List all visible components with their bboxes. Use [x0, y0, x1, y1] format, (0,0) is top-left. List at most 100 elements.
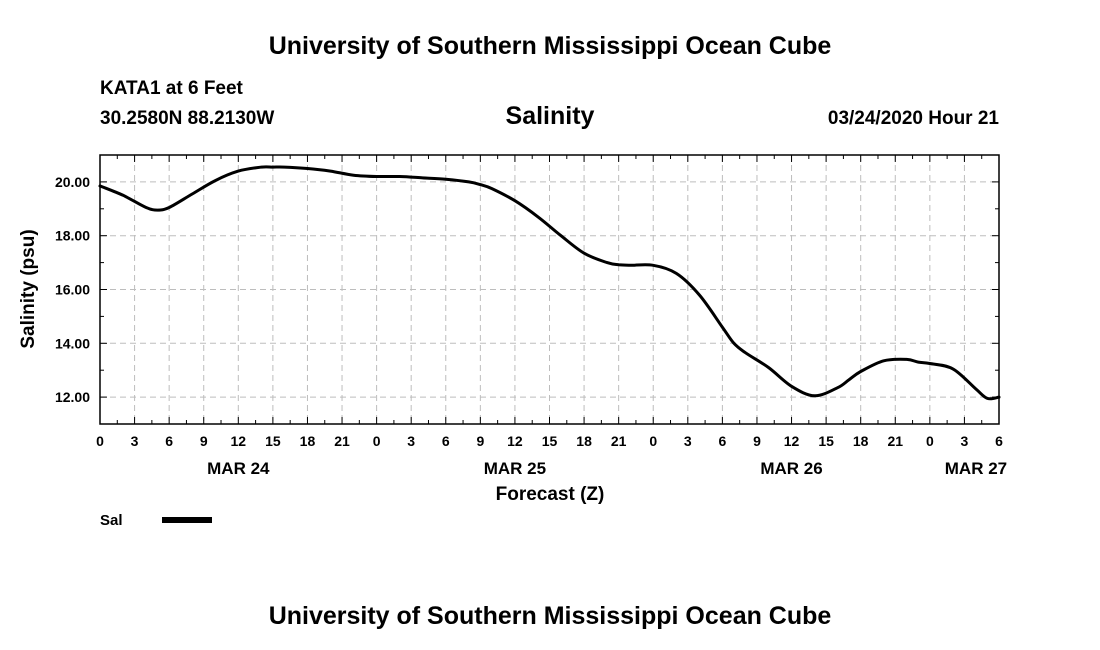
forecast-timestamp: 03/24/2020 Hour 21: [828, 108, 1000, 129]
x-tick-label: 3: [407, 433, 415, 449]
data-point: [629, 264, 631, 267]
data-point: [352, 174, 355, 176]
header-title: University of Southern Mississippi Ocean…: [269, 32, 832, 60]
data-point: [99, 185, 101, 187]
data-point: [168, 206, 170, 209]
y-tick-label: 12.00: [55, 389, 90, 405]
plot-frame: [99, 154, 1000, 425]
data-point: [537, 216, 539, 218]
data-point: [859, 370, 862, 373]
data-point: [421, 177, 424, 179]
data-point: [929, 362, 931, 365]
chart-title: Salinity: [506, 102, 595, 130]
data-point: [767, 366, 770, 369]
x-tick-label: 0: [373, 433, 381, 449]
x-tick-label: 9: [753, 433, 761, 449]
x-tick-label: 15: [818, 433, 834, 449]
y-tick-label: 16.00: [55, 282, 90, 298]
data-point: [145, 206, 147, 209]
data-point: [375, 175, 378, 178]
axes: 0 3 6 9 12 15 18 21 0 3 6 9 12 15 18 21 0 3 6 9 12 15 18 21 0 3 6 1…: [55, 154, 1007, 478]
data-point: [698, 294, 701, 296]
footer-title: University of Southern Mississippi Ocean…: [269, 602, 832, 630]
x-tick-label: 3: [131, 433, 139, 449]
legend-label-sal: Sal: [100, 512, 123, 529]
x-tick-label: 0: [649, 433, 657, 449]
x-tick-label: 21: [334, 433, 350, 449]
x-tick-label: 6: [442, 433, 450, 449]
data-point: [445, 178, 447, 180]
data-point: [398, 175, 401, 178]
x-tick-label: 18: [576, 433, 592, 449]
x-tick-label: 15: [542, 433, 558, 449]
x-tick-label: 3: [684, 433, 692, 449]
data-point: [998, 396, 1000, 398]
data-point: [952, 368, 954, 370]
data-point: [675, 272, 678, 275]
data-point: [329, 170, 332, 172]
data-point: [975, 388, 977, 390]
data-point: [790, 385, 793, 388]
data-point: [156, 209, 159, 211]
data-point: [468, 181, 470, 183]
data-point: [917, 361, 920, 363]
data-point: [191, 193, 193, 195]
x-tick-label: 18: [853, 433, 869, 449]
data-point: [237, 170, 240, 172]
data-point: [214, 179, 217, 182]
grid-lines: [100, 155, 999, 424]
data-point: [813, 395, 816, 397]
data-point: [721, 326, 724, 329]
y-tick-label: 18.00: [55, 228, 90, 244]
data-point: [652, 264, 654, 267]
day-label: MAR 25: [484, 459, 546, 478]
x-tick-label: 21: [887, 433, 903, 449]
x-tick-label: 12: [231, 433, 247, 449]
x-tick-label: 6: [718, 433, 726, 449]
x-tick-label: 12: [784, 433, 800, 449]
series-line-sal: [98, 165, 1001, 401]
day-label: MAR 24: [207, 459, 270, 478]
x-tick-label: 18: [300, 433, 316, 449]
data-point: [479, 183, 482, 186]
day-label: MAR 27: [945, 459, 1007, 478]
x-tick-label: 15: [265, 433, 281, 449]
data-point: [606, 261, 608, 264]
data-point: [514, 199, 516, 202]
data-point: [986, 397, 989, 400]
data-point: [906, 358, 908, 361]
data-point: [848, 378, 850, 381]
x-tick-label: 6: [165, 433, 173, 449]
data-point: [882, 360, 885, 362]
legend: Sal: [100, 512, 212, 529]
data-point: [836, 386, 839, 389]
data-series: [98, 165, 1001, 401]
y-axis-label: Salinity (psu): [18, 229, 39, 348]
data-point: [306, 167, 309, 170]
data-point: [272, 166, 274, 168]
data-point: [744, 351, 747, 354]
x-tick-label: 9: [476, 433, 484, 449]
data-point: [617, 264, 620, 266]
day-label: MAR 26: [760, 459, 822, 478]
x-axis-label: Forecast (Z): [496, 484, 605, 505]
data-point: [733, 342, 735, 345]
y-tick-label: 20.00: [55, 174, 90, 190]
x-tick-label: 21: [611, 433, 627, 449]
data-point: [260, 166, 263, 168]
x-tick-label: 3: [961, 433, 969, 449]
data-point: [560, 234, 562, 237]
x-tick-label: 0: [96, 433, 104, 449]
x-tick-label: 9: [200, 433, 208, 449]
data-point: [583, 252, 585, 254]
x-tick-label: 12: [507, 433, 523, 449]
data-point: [491, 187, 493, 190]
data-point: [283, 166, 286, 168]
station-label: KATA1 at 6 Feet: [100, 78, 244, 99]
y-tick-label: 14.00: [55, 335, 90, 351]
x-tick-label: 0: [926, 433, 934, 449]
x-tick-label: 6: [995, 433, 1003, 449]
data-point: [122, 194, 124, 197]
station-coords: 30.2580N 88.2130W: [100, 108, 274, 129]
